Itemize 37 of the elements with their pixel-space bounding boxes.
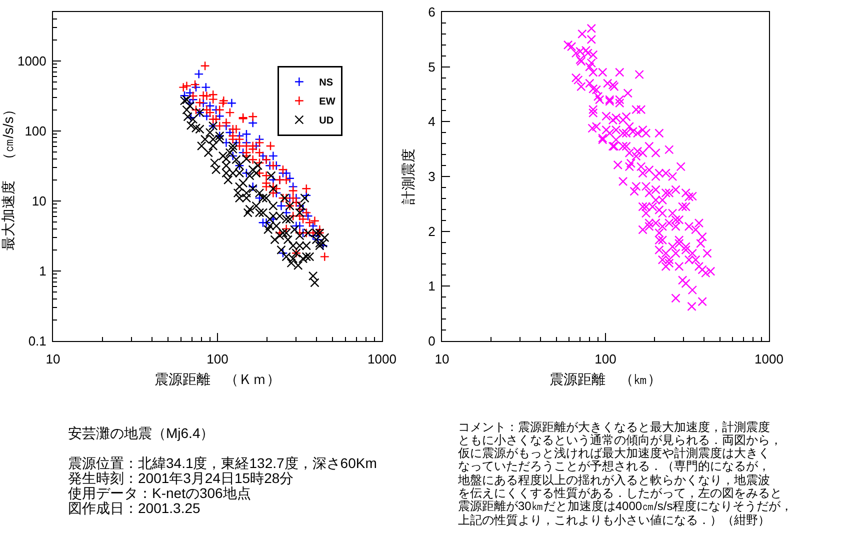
text: 震源距離が30㎞だと加速度は4000㎝/s/s程度になりそうだが，	[458, 499, 793, 514]
text: 安芸灘の地震（Mj6.4）	[68, 424, 216, 440]
text: 地盤にある程度以上の揺れが入ると軟らかくなり，地震波	[458, 472, 771, 487]
legend-label: EW	[319, 96, 336, 108]
y-axis-title: 最大加速度 （㎝/s/s）	[0, 102, 16, 250]
text: なっていただろうことが予想される．（専門的になるが，	[458, 459, 771, 474]
x-tick-label: 1000	[754, 352, 784, 367]
x-tick-label: 10	[46, 352, 60, 367]
y-tick-label: 1000	[17, 53, 46, 68]
y-tick-label: 2	[428, 224, 436, 239]
y-axis-title: 計測震度	[400, 148, 416, 204]
text: 震源位置：北緯34.1度，東経132.7度，深さ60Km	[68, 454, 377, 470]
text: 上記の性質より，これよりも小さい値になる．）（紺野）	[458, 512, 771, 527]
x-tick-label: 100	[206, 352, 228, 367]
y-tick-label: 6	[428, 4, 436, 20]
text: 仮に震源がもっと浅ければ最大加速度や計測震度は大きく	[458, 446, 771, 460]
legend-label: NS	[319, 78, 334, 89]
y-tick-label: 0	[428, 334, 436, 349]
x-axis-title: 震源距離 （Ｋｍ）	[154, 370, 280, 387]
text: を伝えにくくする性質がある．したがって，左の図をみると	[458, 486, 783, 500]
y-tick-label: 1	[428, 278, 436, 294]
legend-label: UD	[319, 116, 334, 127]
y-tick-label: 0.1	[28, 334, 46, 349]
text: 使用データ：K-netの306地点	[68, 484, 251, 500]
x-axis-title: 震源距離 （㎞）	[550, 370, 662, 387]
y-tick-label: 100	[24, 124, 46, 138]
text: コメント：震源距離が大きくなると最大加速度，計測震度	[458, 420, 771, 434]
y-tick-label: 1	[39, 264, 46, 279]
y-tick-label: 3	[428, 169, 436, 184]
text: 発生時刻：2001年3月24日15時28分	[68, 470, 295, 486]
text: ともに小さくなるという通常の傾向が見られる．両図から，	[458, 432, 783, 447]
y-tick-label: 5	[428, 59, 436, 74]
x-tick-label: 1000	[368, 352, 396, 367]
y-tick-label: 10	[32, 194, 46, 209]
text: 図作成日：2001.3.25	[68, 500, 202, 516]
x-tick-label: 100	[594, 352, 616, 367]
y-tick-label: 4	[428, 114, 436, 130]
